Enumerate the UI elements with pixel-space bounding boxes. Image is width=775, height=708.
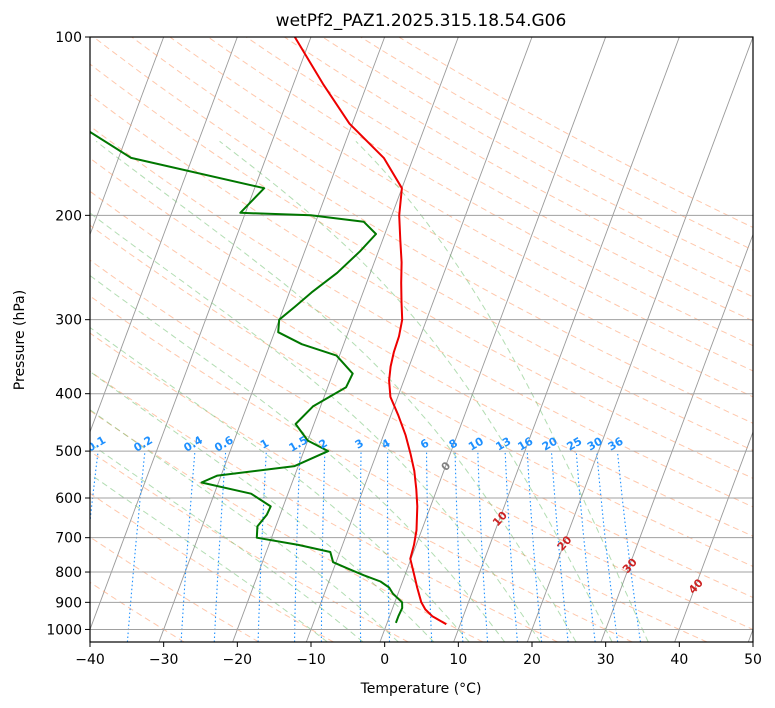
dry-adiabat-line	[90, 157, 753, 537]
isotherm-line	[674, 430, 753, 642]
dry-adiabat-line	[245, 37, 753, 322]
background-lines	[90, 37, 753, 642]
isotherm-line	[90, 37, 165, 236]
y-tick-label: 300	[55, 313, 82, 329]
profiles	[90, 37, 447, 626]
y-tick-label: 400	[55, 387, 82, 403]
dry-adiabat-line	[90, 370, 558, 642]
dry-adiabat-line	[131, 37, 753, 398]
isotherm-line	[90, 37, 238, 434]
isobar-gridlines	[90, 37, 753, 630]
dry-adiabat-line	[90, 492, 334, 642]
isotherm-line	[90, 37, 312, 631]
plot-frame	[89, 36, 754, 643]
moist-adiabat-line	[219, 140, 613, 642]
x-tick-label: −40	[75, 652, 105, 668]
mixing-ratio-line	[526, 451, 543, 642]
dry-adiabat-line	[90, 295, 708, 642]
y-tick-label: 500	[55, 444, 82, 460]
moist-adiabat-line	[90, 326, 470, 642]
moist-adiabat-line	[355, 140, 649, 642]
x-tick-label: 40	[670, 652, 688, 668]
mixing-ratio-line	[596, 451, 619, 642]
dry-adiabat-line	[90, 190, 753, 567]
moist-adiabat-line	[90, 442, 364, 642]
dry-adiabat-line	[90, 125, 753, 508]
moist-adiabat-line	[90, 473, 328, 642]
moist-adiabat-line	[90, 274, 506, 642]
moist-adiabat-line	[90, 212, 541, 642]
isotherm-line	[600, 233, 753, 642]
y-tick-label: 100	[55, 30, 82, 46]
isotherm-line	[158, 37, 386, 642]
dry-adiabat-line	[90, 536, 260, 642]
isotherm-line	[453, 37, 680, 642]
mixing-ratio-line	[550, 451, 569, 642]
dry-adiabat-line	[284, 37, 753, 298]
x-tick-label: 30	[597, 652, 615, 668]
dewpoint-profile-line	[90, 130, 404, 624]
dry-adiabat-line	[93, 37, 753, 424]
y-tick-label: 200	[55, 208, 82, 224]
x-tick-label: −10	[296, 652, 326, 668]
x-tick-label: −20	[223, 652, 253, 668]
y-tick-label: 800	[55, 565, 82, 581]
isotherm-line	[232, 37, 459, 642]
mixing-ratio-line	[616, 451, 642, 642]
y-axis-ticks: 1000 900 800 700 600 500 400 300 200 100	[46, 30, 90, 638]
x-axis-ticks: −40 −30 −20 −10 0 10 20 30 40 50	[75, 642, 762, 668]
x-axis-label: Temperature (°C)	[360, 681, 482, 697]
y-tick-label: 600	[55, 491, 82, 507]
mixing-ratio-line	[575, 451, 596, 642]
moist-adiabat-line	[90, 370, 435, 642]
dry-adiabat-line	[90, 410, 484, 642]
x-tick-label: −30	[149, 652, 179, 668]
y-axis-label: Pressure (hPa)	[12, 290, 28, 390]
mixing-ratio-line	[126, 451, 146, 642]
temperature-profile-line	[293, 37, 447, 626]
y-tick-label: 700	[55, 531, 82, 547]
dry-adiabat-line	[90, 259, 753, 630]
y-tick-label: 1000	[46, 622, 82, 638]
x-tick-label: 20	[523, 652, 541, 668]
x-tick-label: 50	[744, 652, 762, 668]
x-tick-label: 10	[449, 652, 467, 668]
isotherm-line	[305, 37, 533, 642]
chart-title: wetPf2_PAZ1.2025.315.18.54.G06	[276, 11, 567, 31]
moist-adiabat-line	[95, 140, 577, 642]
x-tick-label: 0	[380, 652, 389, 668]
isotherm-line	[526, 37, 753, 642]
y-tick-label: 900	[55, 595, 82, 611]
mixing-ratio-line	[90, 451, 99, 526]
dry-adiabat-line	[90, 94, 753, 479]
isotherm-line	[379, 37, 607, 642]
